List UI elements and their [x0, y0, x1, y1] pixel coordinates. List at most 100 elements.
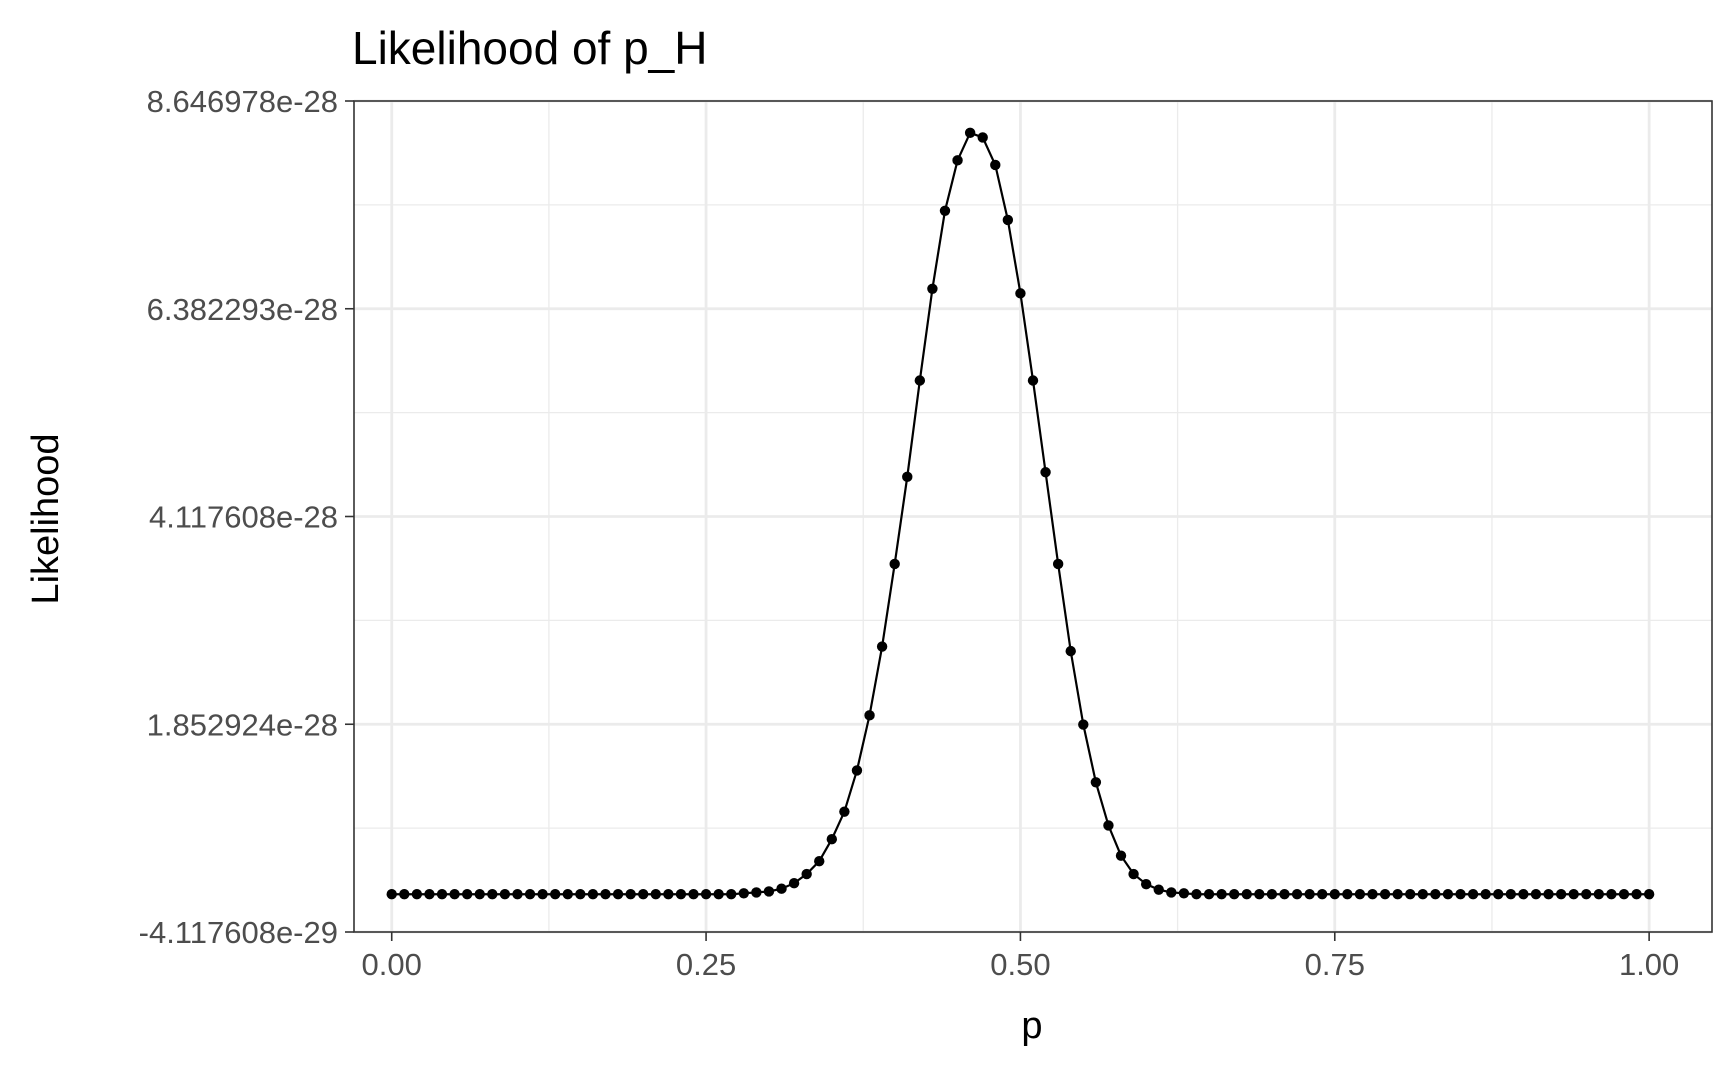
data-point	[1505, 889, 1517, 900]
data-point	[650, 889, 661, 900]
data-point	[1379, 889, 1391, 900]
data-point	[839, 806, 850, 817]
data-point	[1115, 850, 1127, 861]
data-point	[1254, 889, 1265, 900]
data-point	[474, 889, 485, 900]
data-point	[1241, 889, 1252, 900]
data-point	[1090, 777, 1102, 788]
data-point	[1455, 889, 1466, 900]
data-point	[826, 833, 838, 845]
data-point	[751, 887, 762, 898]
data-point	[1543, 889, 1554, 900]
data-point	[939, 205, 951, 216]
data-point	[512, 889, 523, 900]
data-point	[562, 889, 573, 900]
data-point	[1317, 889, 1328, 900]
data-point	[964, 127, 976, 139]
data-point	[675, 889, 687, 900]
data-point	[424, 889, 435, 900]
data-point	[1530, 889, 1542, 900]
data-point	[1002, 214, 1014, 226]
data-point	[876, 641, 888, 652]
data-point	[1593, 889, 1605, 900]
data-point	[1405, 889, 1416, 900]
data-point	[788, 878, 800, 889]
data-point	[914, 375, 926, 386]
data-point	[1631, 889, 1642, 900]
data-point	[638, 889, 649, 900]
data-point	[977, 132, 988, 143]
data-point	[663, 889, 674, 900]
data-point	[713, 889, 724, 900]
data-point	[1354, 889, 1366, 900]
data-point	[399, 889, 410, 900]
data-point	[1166, 887, 1177, 898]
data-point	[1606, 889, 1617, 900]
series-points	[386, 127, 1655, 900]
x-axis-title: p	[1021, 1005, 1042, 1047]
data-point	[952, 155, 963, 166]
data-point	[851, 765, 863, 776]
data-point	[612, 889, 624, 900]
data-point	[1329, 889, 1340, 900]
data-point	[726, 889, 737, 900]
data-point	[1392, 889, 1403, 900]
data-point	[461, 889, 473, 900]
data-point	[1065, 645, 1076, 657]
data-point	[537, 889, 548, 900]
data-point	[700, 889, 712, 900]
x-tick-labels: 0.00 0.25 0.50 0.75 1.00	[362, 947, 1680, 982]
y-tick-label: 6.382293e-28	[147, 292, 338, 327]
data-point	[763, 886, 775, 897]
data-point	[814, 856, 825, 867]
data-point	[688, 889, 699, 900]
data-point	[1203, 889, 1215, 900]
data-point	[436, 889, 448, 900]
x-tick-label: 0.00	[362, 947, 422, 982]
data-point	[1467, 889, 1479, 900]
data-point	[1291, 889, 1303, 900]
data-point	[889, 558, 900, 570]
data-point	[776, 883, 787, 894]
data-point	[575, 889, 586, 900]
data-point	[1178, 888, 1190, 899]
axis-ticks	[345, 100, 1650, 941]
data-point	[1228, 889, 1240, 900]
data-point	[1417, 889, 1429, 900]
x-tick-label: 0.50	[990, 947, 1050, 982]
data-point	[411, 889, 423, 900]
data-point	[902, 471, 913, 483]
y-tick-label: 4.117608e-28	[149, 500, 338, 535]
data-point	[1052, 558, 1064, 570]
data-point	[1027, 375, 1039, 386]
data-point	[386, 889, 397, 900]
x-tick-label: 0.75	[1305, 947, 1365, 982]
data-point	[625, 889, 636, 900]
data-point	[1342, 889, 1353, 900]
data-point	[587, 889, 599, 900]
data-point	[1480, 889, 1491, 900]
y-tick-labels: -4.117608e-29 1.852924e-28 4.117608e-28 6.3…	[139, 84, 338, 950]
x-tick-label: 0.25	[676, 947, 736, 982]
data-point	[1442, 889, 1454, 900]
data-point	[1555, 889, 1567, 900]
data-point	[487, 889, 498, 900]
y-tick-label: -4.117608e-29	[139, 915, 338, 950]
data-point	[1103, 820, 1114, 831]
data-point	[738, 888, 749, 899]
data-point	[990, 159, 1001, 171]
data-point	[1078, 719, 1089, 730]
data-point	[1216, 889, 1227, 900]
y-tick-label: 1.852924e-28	[147, 707, 338, 742]
data-point	[1266, 889, 1278, 900]
data-point	[1153, 884, 1164, 895]
data-point	[600, 889, 611, 900]
data-point	[1618, 889, 1630, 900]
data-point	[449, 889, 460, 900]
data-point	[1568, 889, 1579, 900]
data-point	[864, 710, 875, 721]
data-point	[1128, 868, 1139, 880]
data-point	[801, 868, 812, 880]
